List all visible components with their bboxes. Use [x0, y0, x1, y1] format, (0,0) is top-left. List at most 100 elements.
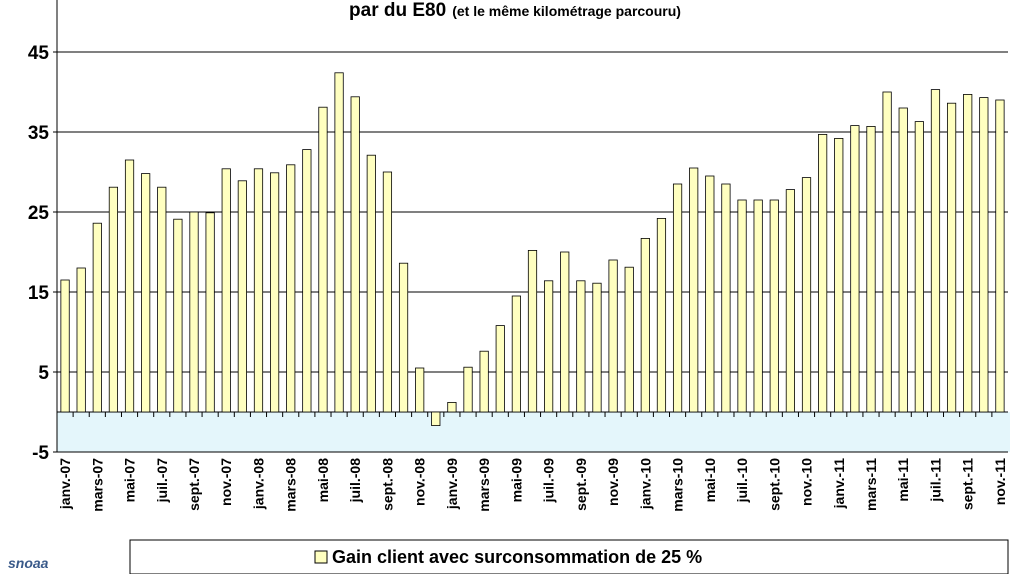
bar	[963, 94, 973, 413]
x-tick-label: sept.-09	[573, 458, 589, 511]
x-tick-label: juil.-08	[347, 458, 363, 504]
bar	[769, 199, 779, 413]
x-tick-label: sept.-10	[766, 458, 782, 511]
x-tick-label: mars-10	[670, 458, 686, 512]
bar	[431, 411, 441, 427]
bar	[463, 366, 473, 413]
x-tick-label: sept.-07	[186, 458, 202, 511]
bar	[946, 102, 957, 413]
bar	[560, 251, 570, 413]
bar	[914, 121, 924, 413]
bar	[979, 97, 989, 413]
legend-label: Gain client avec surconsommation de 25 %	[332, 547, 702, 567]
legend-swatch	[314, 550, 328, 564]
bar	[624, 266, 634, 413]
bar	[753, 199, 763, 413]
x-tick-label: mars-07	[89, 458, 105, 512]
x-tick-label: juil.-09	[541, 458, 557, 504]
bar	[737, 199, 747, 413]
x-tick-label: nov.-11	[992, 458, 1008, 505]
bar	[334, 72, 344, 413]
y-tick-label: 25	[28, 203, 50, 224]
x-tick-label: mai-07	[122, 458, 138, 503]
bar	[544, 280, 554, 413]
logo: snoaa	[8, 555, 49, 571]
bar	[76, 267, 86, 413]
bar	[995, 99, 1005, 413]
bar	[157, 186, 167, 413]
x-tick-label: mars-11	[863, 458, 879, 511]
y-tick-label: 15	[28, 283, 50, 304]
bar	[850, 125, 860, 413]
bar	[286, 164, 296, 413]
bar	[672, 183, 683, 413]
bar	[898, 107, 908, 413]
bar	[366, 154, 376, 413]
bar	[882, 91, 892, 413]
x-tick-label: mai-11	[895, 458, 911, 502]
bar	[801, 177, 812, 413]
bar	[495, 325, 505, 413]
x-tick-label: mars-09	[476, 458, 492, 512]
y-tick-label: 35	[28, 123, 50, 144]
x-tick-label: nov.-10	[799, 458, 815, 506]
chart-title: par du E80 (et le même kilométrage parcou…	[349, 0, 681, 21]
negative-area	[57, 412, 1010, 452]
x-tick-label: mai-08	[315, 458, 331, 503]
bar	[108, 186, 119, 413]
legend	[129, 539, 1009, 574]
bar	[818, 133, 828, 413]
bar	[124, 159, 135, 413]
bar	[866, 126, 876, 413]
bar	[785, 189, 795, 413]
x-tick-label: nov.-09	[605, 458, 621, 506]
bar	[221, 168, 231, 413]
x-tick-label: mai-10	[702, 458, 718, 503]
x-tick-label: janv.-09	[444, 458, 460, 510]
bar	[189, 211, 199, 413]
x-tick-label: juil.-11	[927, 458, 943, 503]
bar	[141, 173, 151, 413]
bar	[608, 259, 618, 413]
bar	[205, 212, 215, 413]
x-tick-label: juil.-07	[154, 458, 170, 504]
bar	[640, 237, 650, 413]
bar	[656, 217, 667, 413]
bar	[382, 171, 393, 413]
bar	[721, 183, 731, 413]
bar	[447, 401, 457, 413]
x-tick-label: nov.-07	[218, 458, 234, 506]
title-main: par du E80	[349, 0, 446, 21]
x-tick-label: mai-09	[508, 458, 524, 503]
bar	[511, 295, 521, 413]
bar	[592, 282, 602, 413]
x-tick-label: juil.-10	[734, 458, 750, 504]
bar	[398, 262, 409, 413]
bar	[415, 367, 425, 413]
x-tick-label: sept.-08	[379, 458, 395, 511]
x-tick-label: janv.-10	[637, 458, 653, 510]
bar	[253, 168, 264, 413]
bar	[350, 96, 360, 413]
bar	[237, 180, 247, 413]
x-tick-label: janv.-11	[831, 458, 847, 510]
bar	[527, 249, 538, 413]
x-tick-label: janv.-07	[57, 458, 73, 510]
bar	[930, 89, 941, 413]
x-tick-label: nov.-08	[412, 458, 428, 506]
bar	[576, 280, 586, 413]
x-tick-label: janv.-08	[250, 458, 266, 510]
x-tick-label: sept.-11	[960, 458, 976, 510]
bar	[270, 172, 280, 413]
y-tick-label: 5	[38, 363, 49, 384]
bar	[705, 175, 715, 413]
bar	[60, 279, 70, 413]
bar	[302, 149, 312, 413]
x-tick-label: mars-08	[283, 458, 299, 512]
bar	[689, 167, 699, 413]
bar	[318, 106, 328, 413]
y-tick-label: 45	[28, 43, 50, 64]
bar	[92, 222, 102, 413]
bar	[173, 218, 183, 413]
